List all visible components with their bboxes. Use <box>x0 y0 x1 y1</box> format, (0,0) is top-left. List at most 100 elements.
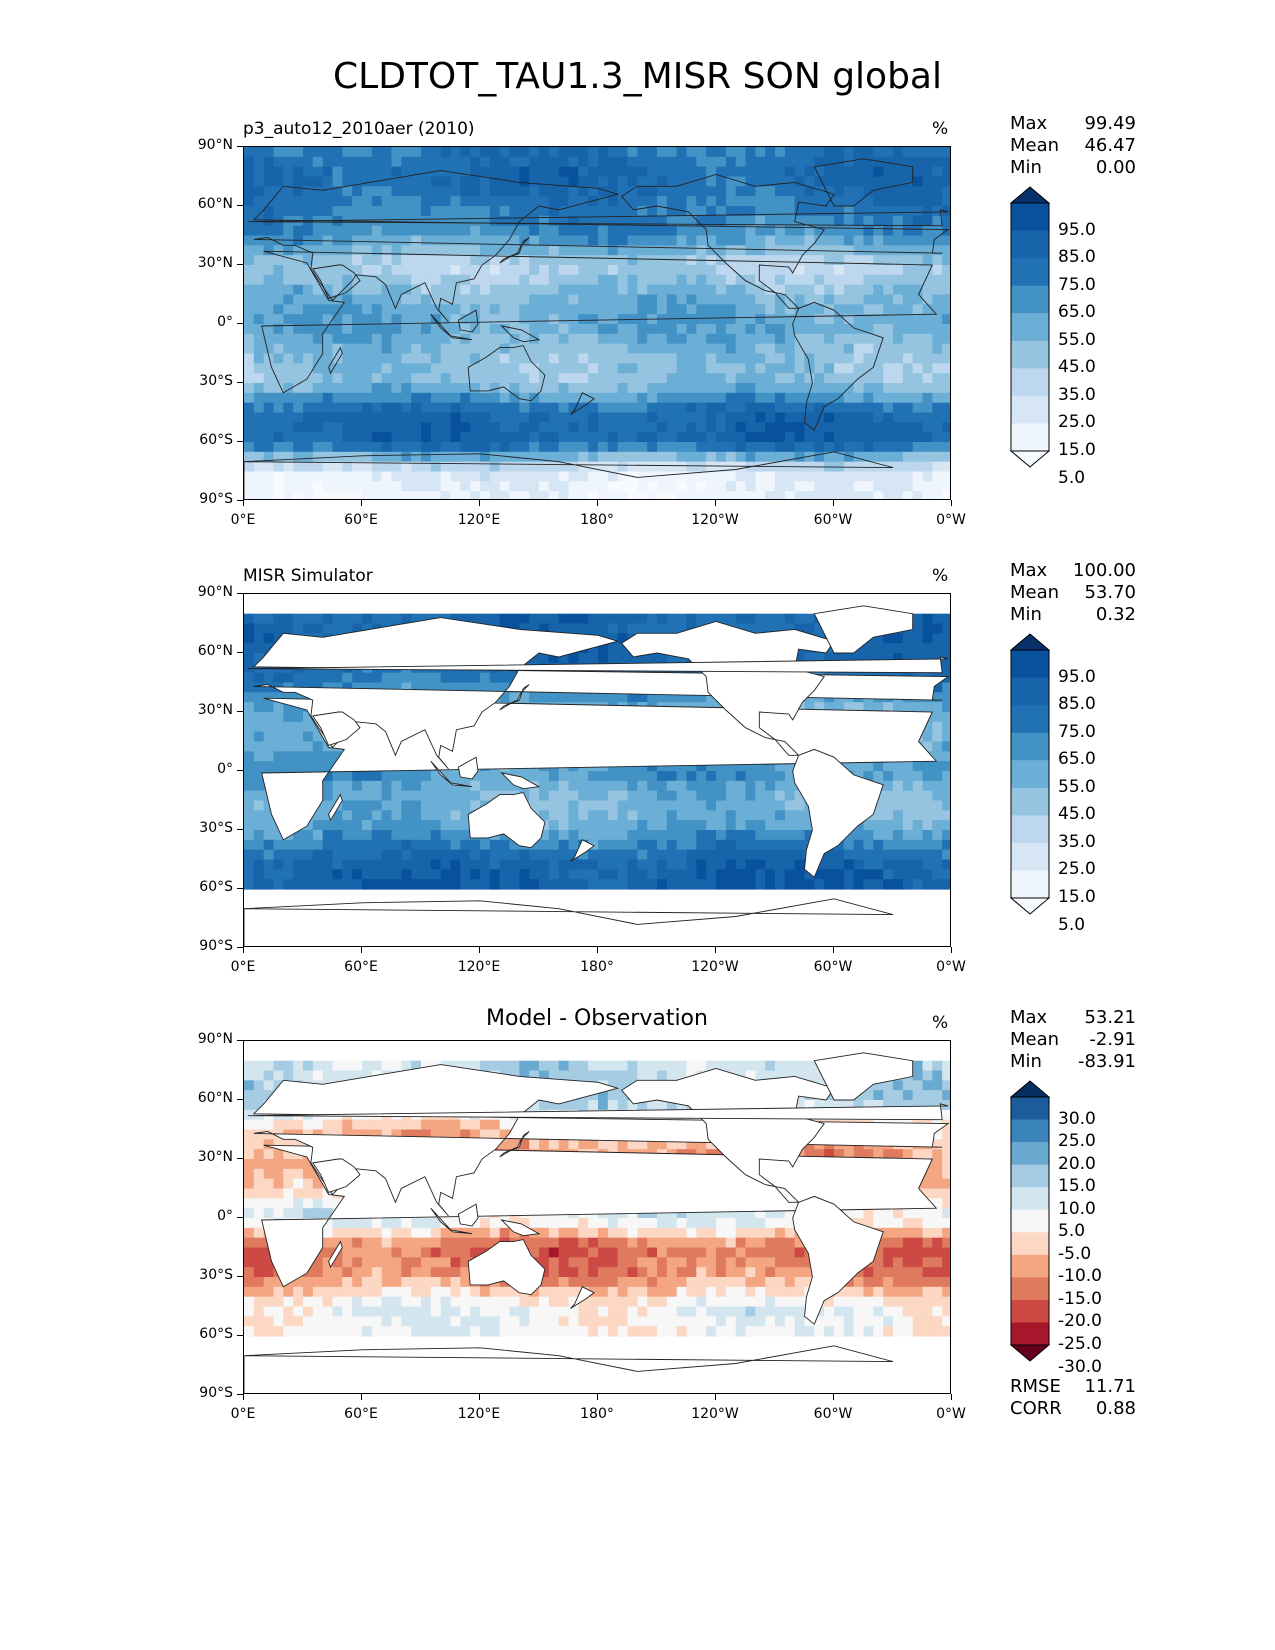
coastline <box>312 264 361 299</box>
map-panel-0 <box>243 146 951 500</box>
stat-value: 0.32 <box>1095 604 1136 625</box>
lat-tick-mark <box>237 264 243 265</box>
map-svg-1 <box>244 594 950 946</box>
stat-value: -2.91 <box>1089 1029 1136 1050</box>
summary-value: 11.71 <box>1084 1376 1136 1397</box>
colorbar-frame <box>1010 649 1050 899</box>
colorbar-bin <box>1011 1209 1049 1233</box>
stat-label: Max <box>1010 560 1048 581</box>
colorbar-tick-label: 25.0 <box>1058 859 1096 880</box>
lat-tick-label: 60°N <box>197 1090 233 1106</box>
lon-tick-mark <box>243 947 244 953</box>
coastline <box>813 605 914 654</box>
stat-label: Mean <box>1010 135 1060 156</box>
lon-tick-label: 120°E <box>457 1406 501 1422</box>
coastline <box>328 1240 343 1269</box>
colorbar-tick-label: -15.0 <box>1058 1288 1102 1309</box>
coastline <box>312 1158 361 1193</box>
lon-tick-label: 180° <box>580 1406 614 1422</box>
lat-tick-label: 90°S <box>199 491 233 507</box>
data-field-0 <box>244 147 950 499</box>
colorbar-tick-label: -25.0 <box>1058 1334 1102 1354</box>
lat-tick-label: 60°S <box>199 879 233 895</box>
lat-tick-label: 30°N <box>197 702 233 718</box>
colorbar-bin <box>1011 285 1049 314</box>
lat-tick-label: 60°N <box>197 643 233 659</box>
summary-row: RMSE 11.71 <box>1010 1376 1136 1398</box>
lat-tick-mark <box>237 593 243 594</box>
lon-tick-label: 120°W <box>691 959 739 975</box>
lat-tick-label: 30°N <box>197 1149 233 1165</box>
colorbar-tick-label: 75.0 <box>1058 721 1096 742</box>
lat-tick-mark <box>237 1099 243 1100</box>
colorbar-tick-label: -5.0 <box>1058 1243 1092 1264</box>
coastline <box>570 839 595 862</box>
lat-tick-mark <box>237 1217 243 1218</box>
coastline <box>247 1103 949 1121</box>
lat-tick-label: 90°N <box>197 137 233 153</box>
lon-tick-mark <box>951 1394 952 1400</box>
coastline <box>499 237 530 264</box>
lat-tick-label: 90°S <box>199 938 233 954</box>
lat-tick-mark <box>237 441 243 442</box>
lat-tick-mark <box>237 770 243 771</box>
colorbar-bin <box>1011 203 1049 231</box>
colorbar-extend-bottom <box>1009 450 1051 468</box>
lon-tick-mark <box>715 947 716 953</box>
colorbar-bin <box>1011 1187 1049 1211</box>
coastline <box>813 1052 914 1101</box>
colorbar-svg-2 <box>1009 1080 1051 1362</box>
coastline <box>252 170 950 323</box>
lat-tick-mark <box>237 711 243 712</box>
lat-tick-mark <box>237 888 243 889</box>
colorbar-tick-label: 45.0 <box>1058 804 1096 825</box>
colorbar-extend-top <box>1009 186 1051 204</box>
lat-tick-mark <box>237 1158 243 1159</box>
colorbar-tick-label: 5.0 <box>1058 467 1086 488</box>
coastline <box>620 174 835 309</box>
lon-tick-mark <box>361 1394 362 1400</box>
colorbar-tick-label: 35.0 <box>1058 384 1096 405</box>
lat-tick-label: 30°S <box>199 820 233 836</box>
stat-row: Max 53.21 <box>1010 1007 1136 1029</box>
lon-tick-mark <box>951 947 952 953</box>
summary-label: CORR <box>1010 1398 1062 1419</box>
map-svg-2 <box>244 1041 950 1393</box>
coastline <box>328 346 343 375</box>
colorbar-tick-label: 65.0 <box>1058 302 1096 323</box>
lon-tick-label: 60°E <box>344 512 378 528</box>
stat-value: -83.91 <box>1077 1051 1136 1072</box>
coastline <box>499 1131 530 1158</box>
panel-units-1: % <box>932 566 949 586</box>
lon-tick-mark <box>243 1394 244 1400</box>
coastline <box>244 1345 894 1393</box>
lon-tick-mark <box>597 1394 598 1400</box>
lon-tick-mark <box>715 500 716 506</box>
stats-block-1: Max 100.00 Mean 53.70 Min 0.32 <box>1010 560 1136 626</box>
coastline <box>457 756 479 780</box>
lon-tick-label: 60°W <box>813 1406 853 1422</box>
lon-tick-mark <box>715 1394 716 1400</box>
coastline <box>467 1239 546 1296</box>
coastline <box>500 772 541 790</box>
coastline <box>467 345 546 402</box>
stat-label: Max <box>1010 1007 1048 1028</box>
coastline <box>499 684 530 711</box>
colorbar-bin <box>1011 1119 1049 1143</box>
lon-tick-label: 60°E <box>344 1406 378 1422</box>
stat-row: Mean 53.70 <box>1010 582 1136 604</box>
lon-tick-mark <box>361 500 362 506</box>
lon-tick-label: 60°E <box>344 959 378 975</box>
stats-block-2: Max 53.21 Mean -2.91 Min -83.91 <box>1010 1007 1136 1073</box>
colorbar-bin <box>1011 705 1049 734</box>
lon-tick-mark <box>833 1394 834 1400</box>
stat-row: Min 0.00 <box>1010 157 1136 179</box>
colorbar-bin <box>1011 423 1049 452</box>
colorbar-svg-0 <box>1009 186 1051 468</box>
stat-value: 46.47 <box>1084 135 1136 156</box>
lon-tick-mark <box>833 947 834 953</box>
stat-value: 100.00 <box>1073 560 1136 581</box>
coastline <box>244 451 894 499</box>
map-panel-2 <box>243 1040 951 1394</box>
lon-tick-mark <box>479 947 480 953</box>
